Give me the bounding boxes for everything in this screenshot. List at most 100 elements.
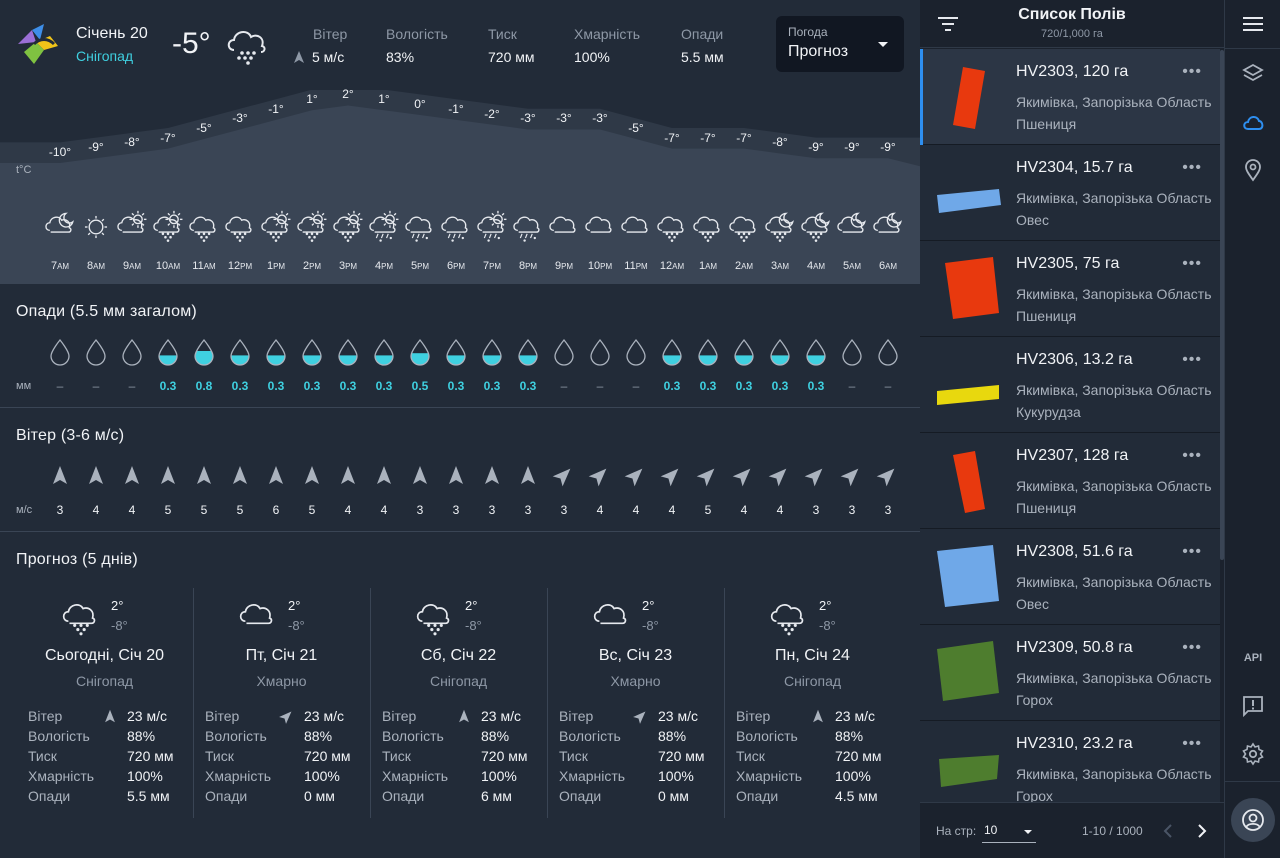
wind-value: 5 (704, 503, 712, 517)
per-page-select[interactable]: 10 (982, 821, 1036, 843)
field-item[interactable]: HV2310, 23.2 га Якимівка, Запорізька Обла… (920, 721, 1220, 817)
forecast-row-label: Тиск (28, 748, 57, 764)
raindrop-icon (832, 338, 872, 371)
stat-label: Вітер (313, 26, 348, 42)
cloud-moon-icon (832, 210, 872, 248)
wind-arrow-icon (40, 465, 80, 490)
weather-mode-select[interactable]: Погода Прогноз (776, 16, 904, 72)
forecast-row-label: Хмарність (736, 768, 803, 784)
wind-value: 4 (740, 503, 748, 517)
wind-arrow-icon (811, 709, 825, 728)
hourly-time: 3PM (338, 260, 358, 272)
wind-arrow-icon (292, 465, 332, 490)
forecast-day: 2° -8° Сб, Січ 22 Снігопад Вітер 23 м/с Вологі… (370, 588, 547, 818)
more-options-icon[interactable]: ••• (1182, 351, 1202, 368)
more-options-icon[interactable]: ••• (1182, 543, 1202, 560)
page-range: 1-10 / 1000 (1082, 824, 1143, 838)
field-item[interactable]: HV2308, 51.6 га Якимівка, Запорізька Обла… (920, 529, 1220, 625)
raindrop-icon (76, 338, 116, 371)
forecast-low: -8° (288, 618, 305, 633)
field-location: Якимівка, Запорізька Область (1016, 190, 1212, 206)
precip-value: – (632, 379, 640, 393)
hourly-temp: -5° (628, 121, 644, 135)
field-item[interactable]: HV2309, 50.8 га Якимівка, Запорізька Обла… (920, 625, 1220, 721)
field-name: HV2308, 51.6 га (1016, 543, 1133, 560)
more-options-icon[interactable]: ••• (1182, 735, 1202, 752)
more-options-icon[interactable]: ••• (1182, 63, 1202, 80)
wind-unit: м/с (16, 504, 33, 516)
filter-icon[interactable] (938, 16, 958, 32)
forecast-condition: Снігопад (429, 673, 488, 689)
field-name: HV2304, 15.7 га (1016, 159, 1133, 176)
field-shape-icon (939, 755, 999, 787)
user-account-button[interactable] (1231, 798, 1275, 842)
api-button[interactable]: API (1243, 652, 1263, 664)
hourly-time: 7AM (50, 260, 70, 272)
wind-arrow-icon (220, 465, 260, 490)
hourly-temp: -8° (772, 135, 788, 149)
pagination: На стр: 10 1-10 / 1000 (920, 802, 1224, 858)
wind-arrow-icon (472, 465, 512, 490)
forecast-row-label: Опади (205, 788, 248, 804)
forecast-row-value: 23 м/с (127, 708, 167, 724)
forecast-row-label: Тиск (559, 748, 588, 764)
forecast-high: 2° (642, 598, 655, 613)
field-item[interactable]: HV2307, 128 га Якимівка, Запорізька Облас… (920, 433, 1220, 529)
map-pin-icon[interactable] (1241, 158, 1265, 182)
snow-sun-icon (256, 210, 296, 248)
chevron-left-icon[interactable] (1160, 823, 1176, 839)
divider (547, 588, 548, 818)
wind-arrow-icon (796, 465, 836, 490)
forecast-row-label: Вологість (205, 728, 267, 744)
forecast-row-label: Хмарність (205, 768, 272, 784)
wind-value: 4 (380, 503, 388, 517)
raindrop-icon (724, 338, 764, 371)
raindrop-icon (472, 338, 512, 371)
hourly-temp: 2° (342, 87, 354, 101)
wind-arrow-icon (616, 465, 656, 490)
precip-value: – (848, 379, 856, 393)
precip-value: 0.3 (339, 379, 357, 393)
chevron-right-icon[interactable] (1194, 823, 1210, 839)
wind-value: 4 (776, 503, 784, 517)
field-item[interactable]: HV2303, 120 га Якимівка, Запорізька Облас… (920, 49, 1220, 145)
forecast-row-value: 88% (835, 728, 864, 744)
forecast-condition: Снігопад (75, 673, 134, 689)
field-crop: Горох (1016, 788, 1053, 804)
wind-arrow-icon (112, 465, 152, 490)
field-item[interactable]: HV2305, 75 га Якимівка, Запорізька Област… (920, 241, 1220, 337)
snow-icon (652, 210, 692, 248)
field-location: Якимівка, Запорізька Область (1016, 286, 1212, 302)
more-options-icon[interactable]: ••• (1182, 639, 1202, 656)
more-options-icon[interactable]: ••• (1182, 159, 1202, 176)
wind-value: 5 (200, 503, 208, 517)
precip-value: 0.3 (771, 379, 789, 393)
more-options-icon[interactable]: ••• (1182, 447, 1202, 464)
forecast-row-value: 23 м/с (481, 708, 521, 724)
layers-icon[interactable] (1241, 62, 1265, 86)
current-temperature: -5° (172, 27, 211, 60)
field-item[interactable]: HV2306, 13.2 га Якимівка, Запорізька Обла… (920, 337, 1220, 433)
wind-arrow-icon (652, 465, 692, 490)
wind-value: 4 (128, 503, 136, 517)
snow-sun-icon (292, 210, 332, 248)
menu-icon[interactable] (1241, 12, 1265, 36)
forecast-row-label: Опади (559, 788, 602, 804)
forecast-row-label: Тиск (736, 748, 765, 764)
forecast-low: -8° (819, 618, 836, 633)
field-item[interactable]: HV2304, 15.7 га Якимівка, Запорізька Обла… (920, 145, 1220, 241)
field-shape-icon (937, 641, 999, 701)
feedback-icon[interactable] (1241, 694, 1265, 718)
scrollbar[interactable] (1220, 50, 1224, 560)
current-condition: Снігопад (76, 48, 134, 64)
more-options-icon[interactable]: ••• (1182, 255, 1202, 272)
forecast-row-label: Вологість (382, 728, 444, 744)
forecast-row-label: Вологість (28, 728, 90, 744)
hourly-temp: -3° (232, 111, 248, 125)
hourly-time: 12PM (227, 260, 253, 272)
settings-gear-icon[interactable] (1241, 742, 1265, 766)
cloud-icon[interactable] (1241, 110, 1265, 134)
hourly-time: 4PM (374, 260, 394, 272)
wind-value: 3 (884, 503, 892, 517)
precip-value: – (560, 379, 568, 393)
